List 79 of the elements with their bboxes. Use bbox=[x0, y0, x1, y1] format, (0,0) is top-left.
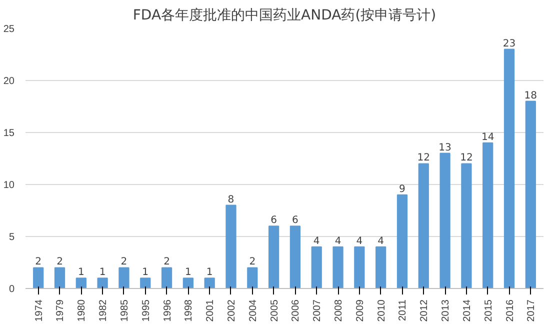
x-tick-label: 1995 bbox=[140, 299, 152, 322]
data-label: 6 bbox=[292, 215, 298, 226]
bar bbox=[504, 48, 515, 288]
x-tick-label: 2001 bbox=[205, 299, 216, 322]
bar bbox=[54, 267, 66, 288]
x-tick-label: 2007 bbox=[312, 299, 324, 322]
bar bbox=[290, 226, 301, 288]
bar bbox=[97, 278, 108, 288]
data-label: 4 bbox=[356, 236, 363, 247]
chart-title: FDA各年度批准的中国药业ANDA药(按申请号计) bbox=[132, 8, 436, 24]
x-tick-label: 2012 bbox=[419, 299, 430, 322]
bar bbox=[76, 278, 86, 288]
x-tick-label: 2006 bbox=[290, 299, 302, 322]
data-label: 9 bbox=[399, 184, 406, 195]
x-tick-label: 2008 bbox=[334, 299, 345, 322]
bar bbox=[376, 246, 386, 288]
x-tick-label: 1982 bbox=[98, 299, 110, 322]
data-label: 1 bbox=[184, 267, 192, 278]
x-tick-label: 2002 bbox=[226, 299, 238, 322]
y-tick-label: 15 bbox=[3, 128, 15, 139]
data-label: 2 bbox=[35, 256, 42, 268]
x-tick-label: 1979 bbox=[55, 299, 66, 322]
bar bbox=[182, 278, 194, 288]
data-label: 1 bbox=[206, 267, 213, 278]
bar bbox=[268, 226, 280, 288]
data-label: 2 bbox=[56, 256, 63, 268]
data-label: 13 bbox=[438, 142, 452, 154]
data-label: 1 bbox=[142, 267, 149, 278]
y-tick-label: 10 bbox=[3, 180, 15, 191]
bar bbox=[247, 267, 258, 288]
bar bbox=[354, 246, 365, 288]
x-tick-label: 1974 bbox=[34, 299, 45, 322]
data-label: 6 bbox=[270, 215, 277, 226]
y-tick-label: 25 bbox=[3, 24, 15, 35]
bar bbox=[311, 246, 322, 288]
x-tick-label: 2015 bbox=[483, 299, 494, 322]
data-label: 14 bbox=[481, 132, 494, 143]
x-tick-label: 2013 bbox=[440, 299, 452, 322]
x-tick-label: 2016 bbox=[504, 299, 516, 322]
x-tick-label: 2009 bbox=[354, 299, 366, 322]
data-label: 8 bbox=[228, 194, 234, 206]
bar bbox=[204, 278, 215, 288]
y-tick-label: 5 bbox=[8, 232, 15, 243]
data-label: 2 bbox=[249, 256, 256, 268]
data-label: 2 bbox=[164, 256, 170, 268]
bar bbox=[525, 100, 536, 288]
data-label: 4 bbox=[378, 236, 384, 247]
data-label: 4 bbox=[334, 236, 342, 247]
x-tick-label: 2014 bbox=[462, 299, 473, 322]
data-label: 1 bbox=[99, 267, 106, 278]
data-label: 18 bbox=[524, 90, 538, 102]
data-label: 2 bbox=[120, 256, 128, 268]
x-tick-label: 2005 bbox=[269, 299, 280, 322]
bar bbox=[140, 278, 151, 288]
bar bbox=[332, 246, 344, 288]
bar bbox=[396, 194, 408, 288]
data-label: 1 bbox=[78, 267, 84, 278]
x-tick-label: 2011 bbox=[398, 299, 409, 322]
x-tick-label: 1985 bbox=[119, 299, 130, 322]
bar bbox=[461, 163, 472, 288]
bar bbox=[418, 163, 429, 288]
x-tick-label: 2017 bbox=[526, 299, 538, 322]
x-tick-label: 1996 bbox=[162, 299, 174, 322]
bar bbox=[226, 204, 236, 288]
x-tick-label: 2010 bbox=[376, 299, 388, 322]
x-tick-label: 1998 bbox=[184, 299, 195, 322]
x-tick-label: 2004 bbox=[248, 299, 259, 322]
data-label: 12 bbox=[460, 152, 473, 164]
data-label: 4 bbox=[313, 236, 320, 247]
bar bbox=[33, 267, 44, 288]
x-tick-label: 1980 bbox=[76, 299, 88, 322]
bar bbox=[482, 142, 494, 288]
bar bbox=[118, 267, 130, 288]
bar bbox=[440, 152, 450, 288]
data-label: 12 bbox=[417, 152, 430, 164]
data-label: 23 bbox=[502, 38, 516, 50]
bar bbox=[161, 267, 172, 288]
y-tick-label: 0 bbox=[8, 284, 15, 295]
y-tick-label: 20 bbox=[3, 76, 15, 87]
